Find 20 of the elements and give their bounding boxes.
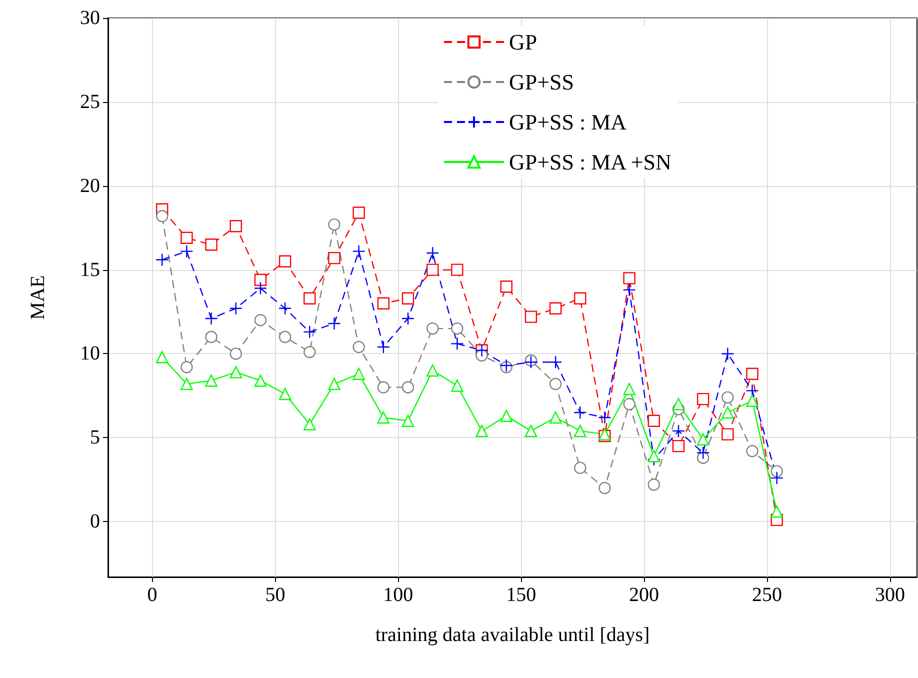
x-axis-title: training data available until [days] [375,624,650,646]
y-tick-label: 0 [90,510,100,533]
x-tick-label: 150 [506,584,536,606]
y-tick-label: 5 [90,426,100,449]
x-tick-label: 0 [147,584,158,606]
y-tick-label: 10 [80,342,100,365]
y-tick-label: 15 [80,258,100,281]
x-tick-label: 50 [265,584,286,606]
x-tick-label: 300 [874,584,905,606]
x-tick-label: 200 [629,584,660,606]
legend-label: GP+SS : MA +SN [509,150,672,174]
legend-label: GP [509,30,538,54]
y-tick-label: 30 [80,7,100,29]
y-axis-title: MAE [27,275,49,320]
x-tick-label: 100 [383,584,414,606]
y-tick-label: 20 [80,174,100,197]
y-tick-label: 25 [80,90,100,113]
legend-label: GP+SS : MA [509,110,627,134]
x-tick-label: 250 [752,584,782,606]
legend-label: GP+SS [509,70,574,94]
